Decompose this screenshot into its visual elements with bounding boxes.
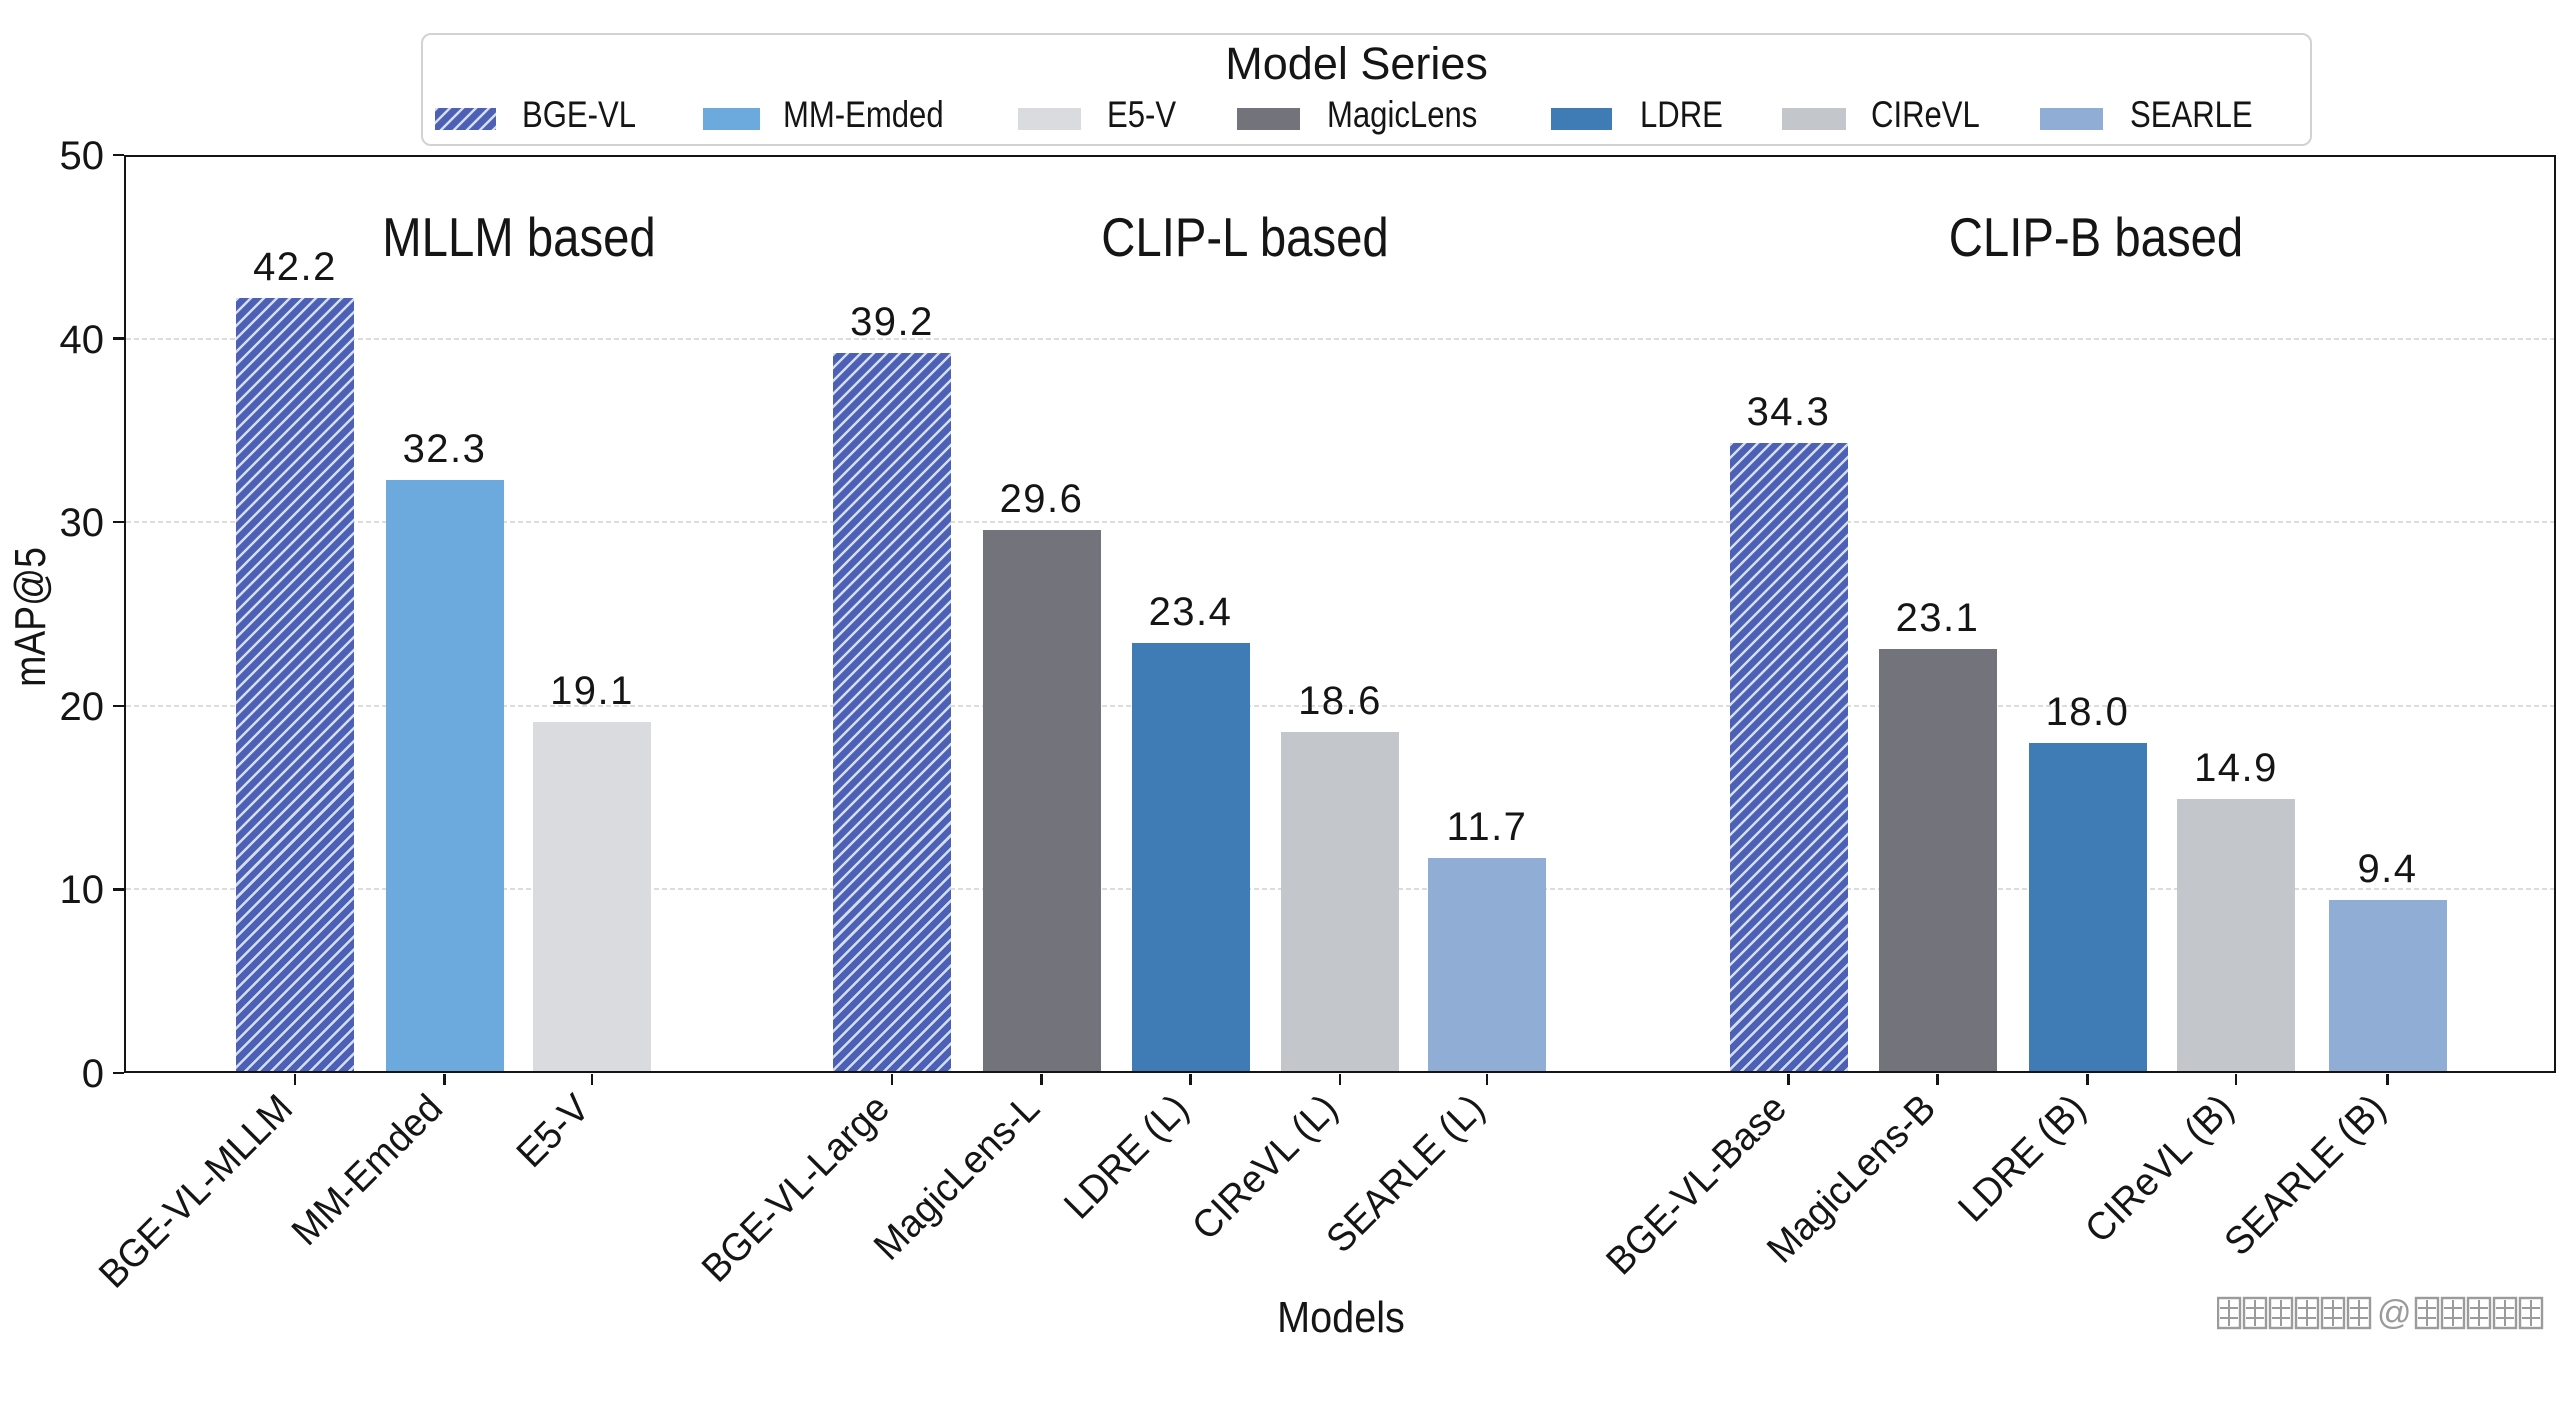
svg-text:@: @	[2377, 1294, 2412, 1332]
